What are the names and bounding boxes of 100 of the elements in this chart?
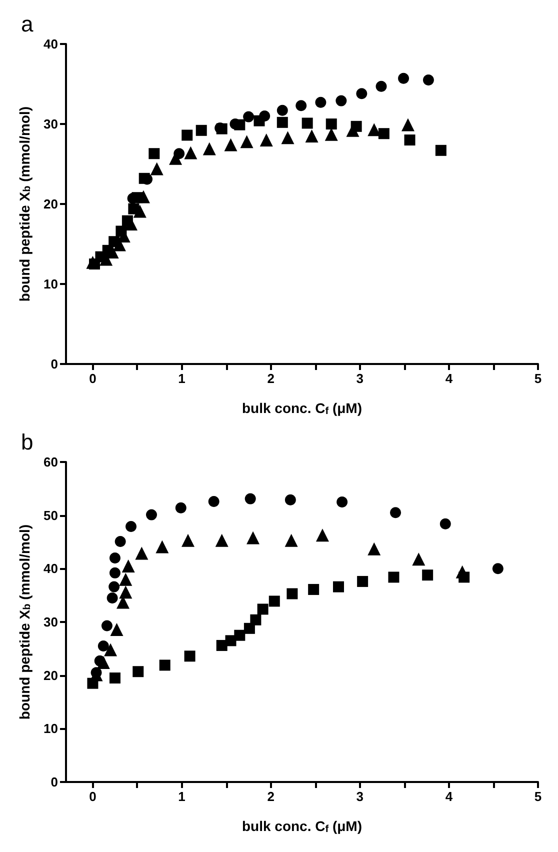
x-tick-label: 3 [356,789,364,804]
point [148,148,160,160]
y-tick-label: 50 [44,508,58,523]
x-tick-label: 0 [89,371,96,386]
y-tick-label: 30 [44,116,58,132]
x-tick-label: 1 [178,371,186,386]
point [398,72,410,84]
x-tick-label: 1 [178,789,186,804]
point [104,643,118,656]
point [182,534,195,547]
x-tick-label: 5 [534,371,542,386]
point [440,518,451,530]
point [326,118,337,130]
y-tick-label: 40 [44,561,58,576]
point [108,581,120,592]
x-tick-label: 2 [267,789,274,804]
point [281,131,294,144]
point [356,88,368,100]
point [215,534,228,547]
point [240,135,254,148]
point [146,509,157,520]
point [109,567,120,578]
point [316,528,329,542]
y-tick-label: 10 [44,276,58,292]
point [276,116,288,128]
point [234,119,246,130]
point [324,128,338,141]
point [276,104,288,116]
point [102,244,114,256]
x-tick-label: 0 [89,789,96,804]
point [202,142,216,156]
y-tick-label: 0 [50,774,58,790]
point [150,162,164,176]
point [305,130,318,142]
point [108,236,120,248]
x-tick-label: 3 [356,371,364,386]
point [234,630,246,641]
point [109,672,120,684]
point [132,192,143,204]
point [175,502,186,514]
x-tick-label: 4 [445,371,454,386]
point [96,656,110,670]
point [243,111,254,122]
point [244,493,256,504]
point [138,172,150,184]
point [224,138,238,152]
point [302,118,313,129]
point [254,115,265,126]
point [122,560,135,572]
point [333,581,344,592]
point [368,542,381,556]
point [159,660,170,671]
point [315,96,326,108]
point [284,534,298,547]
point [296,100,307,112]
point [132,666,144,678]
y-tick-label: 60 [44,454,58,470]
y-tick-label: 40 [44,36,58,52]
chart-title: a [21,12,34,36]
point [376,80,387,92]
point [378,128,390,140]
point [257,604,268,615]
point [422,74,434,86]
y-axis-title: bound peptide Xb (mmol/mol) [16,106,34,302]
point [388,572,400,583]
point [182,130,193,141]
point [350,120,362,132]
point [390,507,402,518]
point [422,570,434,581]
y-tick-label: 20 [44,196,58,212]
x-tick-label: 2 [267,371,274,386]
point [184,146,198,160]
point [268,596,280,607]
point [196,124,207,136]
point [284,494,296,506]
point [87,678,98,689]
x-tick-label: 4 [445,789,454,804]
point [110,622,124,636]
point [246,531,260,544]
chart-title: b [21,430,34,454]
point [135,546,148,560]
point [250,614,262,626]
point [114,536,126,547]
point [122,215,133,226]
point [336,95,347,106]
point [286,588,298,600]
y-tick-label: 20 [44,668,58,683]
point [156,540,169,554]
point [492,563,504,574]
point [119,572,132,586]
point [260,134,273,146]
point [412,552,426,566]
point [401,118,414,132]
point [216,640,228,651]
point [435,144,446,156]
y-axis-title: bound peptide Xb (mmol/mol) [16,524,34,720]
point [308,584,320,595]
point [357,576,368,587]
y-tick-label: 0 [50,356,58,372]
point [336,496,348,508]
